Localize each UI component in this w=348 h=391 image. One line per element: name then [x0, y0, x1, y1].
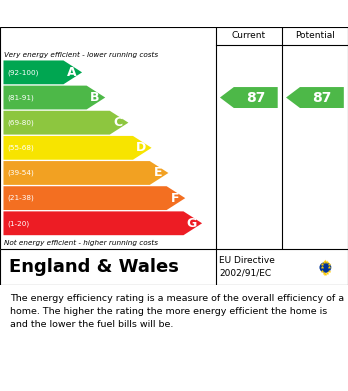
Polygon shape: [220, 87, 278, 108]
Text: The energy efficiency rating is a measure of the overall efficiency of a home. T: The energy efficiency rating is a measur…: [10, 294, 345, 328]
Text: Potential: Potential: [295, 31, 335, 40]
Text: C: C: [113, 116, 123, 129]
Polygon shape: [3, 212, 202, 235]
Text: F: F: [171, 192, 179, 204]
Polygon shape: [3, 111, 128, 135]
Polygon shape: [3, 61, 82, 84]
Text: (39-54): (39-54): [8, 170, 34, 176]
Text: B: B: [90, 91, 100, 104]
Text: D: D: [136, 141, 147, 154]
Text: E: E: [154, 167, 163, 179]
Polygon shape: [3, 186, 185, 210]
Text: A: A: [67, 66, 77, 79]
Text: Not energy efficient - higher running costs: Not energy efficient - higher running co…: [4, 240, 158, 246]
Text: (1-20): (1-20): [8, 220, 30, 226]
Polygon shape: [3, 86, 105, 109]
Polygon shape: [3, 136, 152, 160]
Text: (69-80): (69-80): [8, 119, 34, 126]
Text: (55-68): (55-68): [8, 145, 34, 151]
Text: 87: 87: [246, 91, 266, 104]
Ellipse shape: [319, 262, 331, 273]
Text: EU Directive
2002/91/EC: EU Directive 2002/91/EC: [219, 256, 275, 278]
Text: Energy Efficiency Rating: Energy Efficiency Rating: [9, 6, 219, 21]
Text: Current: Current: [232, 31, 266, 40]
Text: 87: 87: [312, 91, 332, 104]
Text: (81-91): (81-91): [8, 94, 34, 101]
Text: (92-100): (92-100): [8, 69, 39, 75]
Text: Very energy efficient - lower running costs: Very energy efficient - lower running co…: [4, 52, 158, 58]
Text: (21-38): (21-38): [8, 195, 34, 201]
Text: England & Wales: England & Wales: [9, 258, 179, 276]
Text: G: G: [187, 217, 197, 230]
Polygon shape: [3, 161, 168, 185]
Polygon shape: [286, 87, 344, 108]
